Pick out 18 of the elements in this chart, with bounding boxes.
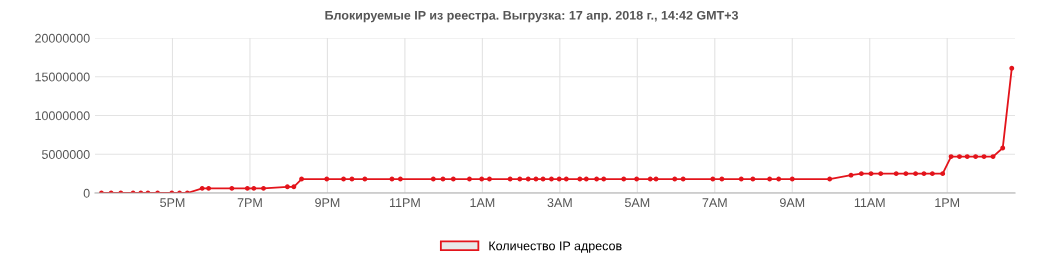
y-tick-label: 20000000 bbox=[35, 33, 90, 43]
y-tick-label: 5000000 bbox=[41, 150, 90, 159]
x-tick-label: 1PM bbox=[935, 198, 960, 207]
x-tick-label: 3AM bbox=[547, 198, 572, 208]
legend-label: Количество IP адресов bbox=[489, 241, 622, 253]
x-tick-label: 7PM bbox=[237, 198, 262, 207]
x-tick-label: 5PM bbox=[160, 198, 185, 208]
y-tick-label: 0 bbox=[83, 188, 90, 198]
x-tick-label: 5AM bbox=[624, 198, 650, 208]
x-tick-label: 9AM bbox=[780, 198, 805, 208]
x-tick-label: 7AM bbox=[702, 198, 727, 207]
y-tick-label: 15000000 bbox=[35, 72, 90, 82]
x-tick-label: 1AM bbox=[470, 198, 495, 207]
x-tick-label: 11PM bbox=[389, 198, 420, 207]
chart-title: Блокируемые IP из реестра. Выгрузка: 17 апр. 2018 г., 14:42 GMT+3 bbox=[325, 10, 739, 23]
x-tick-label: 9PM bbox=[315, 198, 340, 208]
y-tick-label: 10000000 bbox=[35, 111, 90, 121]
x-tick-label: 11AM bbox=[854, 198, 885, 207]
